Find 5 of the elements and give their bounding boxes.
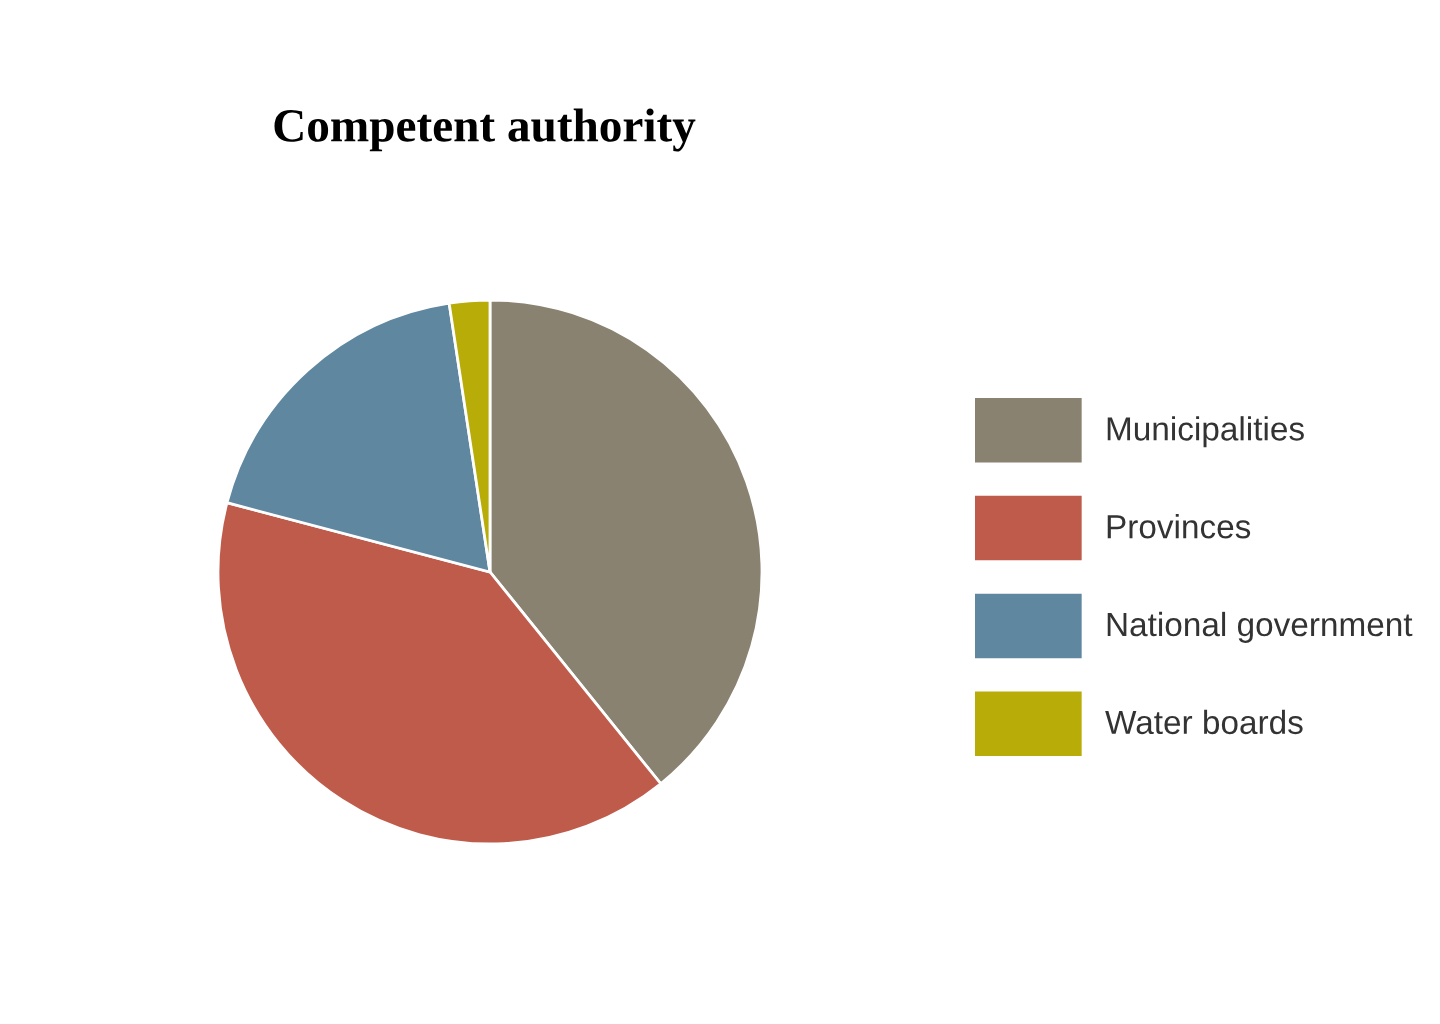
legend-label: National government <box>1107 611 1413 643</box>
legend-label: Water boards <box>1105 709 1303 735</box>
chart-title: Competent authority <box>274 108 696 152</box>
legend-label: Municipalities <box>1107 416 1304 448</box>
legend-label: Provinces <box>1107 514 1251 539</box>
